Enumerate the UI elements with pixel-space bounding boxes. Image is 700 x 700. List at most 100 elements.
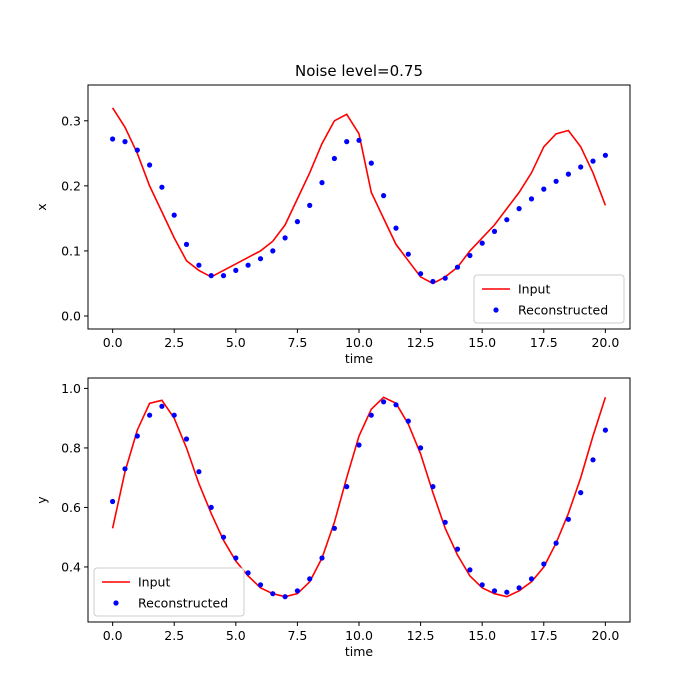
reconstructed-point [541,561,547,567]
reconstructed-point [442,275,448,281]
reconstructed-point [356,442,362,448]
legend-label-input: Input [518,282,550,297]
reconstructed-point [528,576,535,582]
reconstructed-point [418,445,424,451]
reconstructed-point [479,240,485,246]
reconstructed-point [504,589,510,595]
reconstructed-point [368,412,374,418]
reconstructed-point [220,534,227,540]
x-tick-label: 15.0 [468,628,496,643]
reconstructed-point [491,588,498,594]
x-axis-label: time [345,351,374,366]
y-tick-label: 0.3 [61,113,81,128]
reconstructed-point [344,139,350,145]
reconstructed-point [282,235,288,241]
x-tick-label: 7.5 [287,335,307,350]
legend-label-input: Input [138,575,170,590]
reconstructed-point [331,525,337,531]
reconstructed-point [454,546,461,552]
reconstructed-point [344,484,350,490]
y-tick-label: 0.1 [61,243,81,258]
input-line [111,396,607,598]
reconstructed-point [590,158,596,164]
x-tick-label: 5.0 [226,628,246,643]
reconstructed-point [565,171,572,177]
legend-reconstructed-swatch [493,307,499,313]
reconstructed-point [405,251,411,257]
reconstructed-point [110,136,116,142]
reconstructed-point [356,137,362,143]
reconstructed-point [245,262,251,268]
y-axis-label: y [34,496,49,504]
x-tick-label: 12.5 [407,335,435,350]
x-tick-label: 10.0 [345,628,373,643]
reconstructed-point [122,139,128,145]
reconstructed-point [368,160,374,166]
reconstructed-point [134,433,140,439]
x-tick-label: 17.5 [530,628,558,643]
reconstructed-point [516,206,522,212]
reconstructed-point [159,403,165,409]
y-tick-label: 0.2 [61,178,81,193]
reconstructed-point [418,271,424,277]
y-axis-label: x [34,203,49,210]
reconstructed-point [110,498,116,505]
x-axis-label: time [345,644,374,659]
reconstructed-point [294,588,300,594]
x-panel: 0.0 2.5 5.0 7.5 10.0 12.5 15.0 17.5 20.0 0.0 0.1 0.… [34,84,631,366]
reconstructed-point [442,519,448,525]
reconstructed-point [257,582,264,588]
y-panel: 0.0 2.5 5.0 7.5 10.0 12.5 15.0 17.5 20.0 0.4 0.6 0.… [34,377,631,659]
reconstructed-point [491,228,498,234]
input-line [111,107,607,285]
reconstructed-point [159,184,165,190]
reconstructed-point [504,217,510,223]
reconstructed-point [467,567,473,573]
reconstructed-point [602,152,609,158]
y-tick-label: 0.0 [61,308,81,323]
legend-label-reconstructed: Reconstructed [138,596,228,611]
legend: Input Reconstructed [473,274,625,324]
reconstructed-point [602,427,609,433]
legend-box [473,274,625,324]
reconstructed-point [331,155,337,162]
series-reconstructed [110,399,609,600]
y-tick-label: 0.6 [61,500,81,515]
reconstructed-point [171,212,177,218]
reconstructed-point [134,147,140,153]
reconstructed-point [171,412,177,418]
reconstructed-point [430,278,436,285]
reconstructed-point [233,267,239,273]
series-input [111,396,607,598]
x-tick-label: 10.0 [345,335,373,350]
series-reconstructed [110,136,609,285]
reconstructed-point [479,582,485,588]
reconstructed-point [208,273,214,279]
reconstructed-point [541,186,547,192]
x-tick-label: 2.5 [164,335,184,350]
legend-reconstructed-swatch [113,600,119,606]
y-tick-label: 0.8 [61,440,81,455]
x-tick-label: 20.0 [591,628,619,643]
reconstructed-point [122,466,128,472]
series-input [111,107,607,285]
reconstructed-point [196,262,202,268]
reconstructed-point [183,241,190,247]
reconstructed-point [307,576,313,582]
reconstructed-point [578,164,584,170]
reconstructed-point [294,219,300,225]
reconstructed-point [208,504,214,510]
reconstructed-point [528,196,535,202]
x-tick-label: 7.5 [287,628,307,643]
reconstructed-point [405,418,411,424]
y-tick-label: 1.0 [61,381,81,396]
reconstructed-point [307,202,313,208]
reconstructed-point [220,273,227,279]
reconstructed-point [233,555,239,561]
reconstructed-point [467,252,473,259]
reconstructed-point [147,412,153,418]
legend: Input Reconstructed [93,567,245,617]
reconstructed-point [196,469,202,475]
x-tick-label: 0.0 [103,335,123,350]
